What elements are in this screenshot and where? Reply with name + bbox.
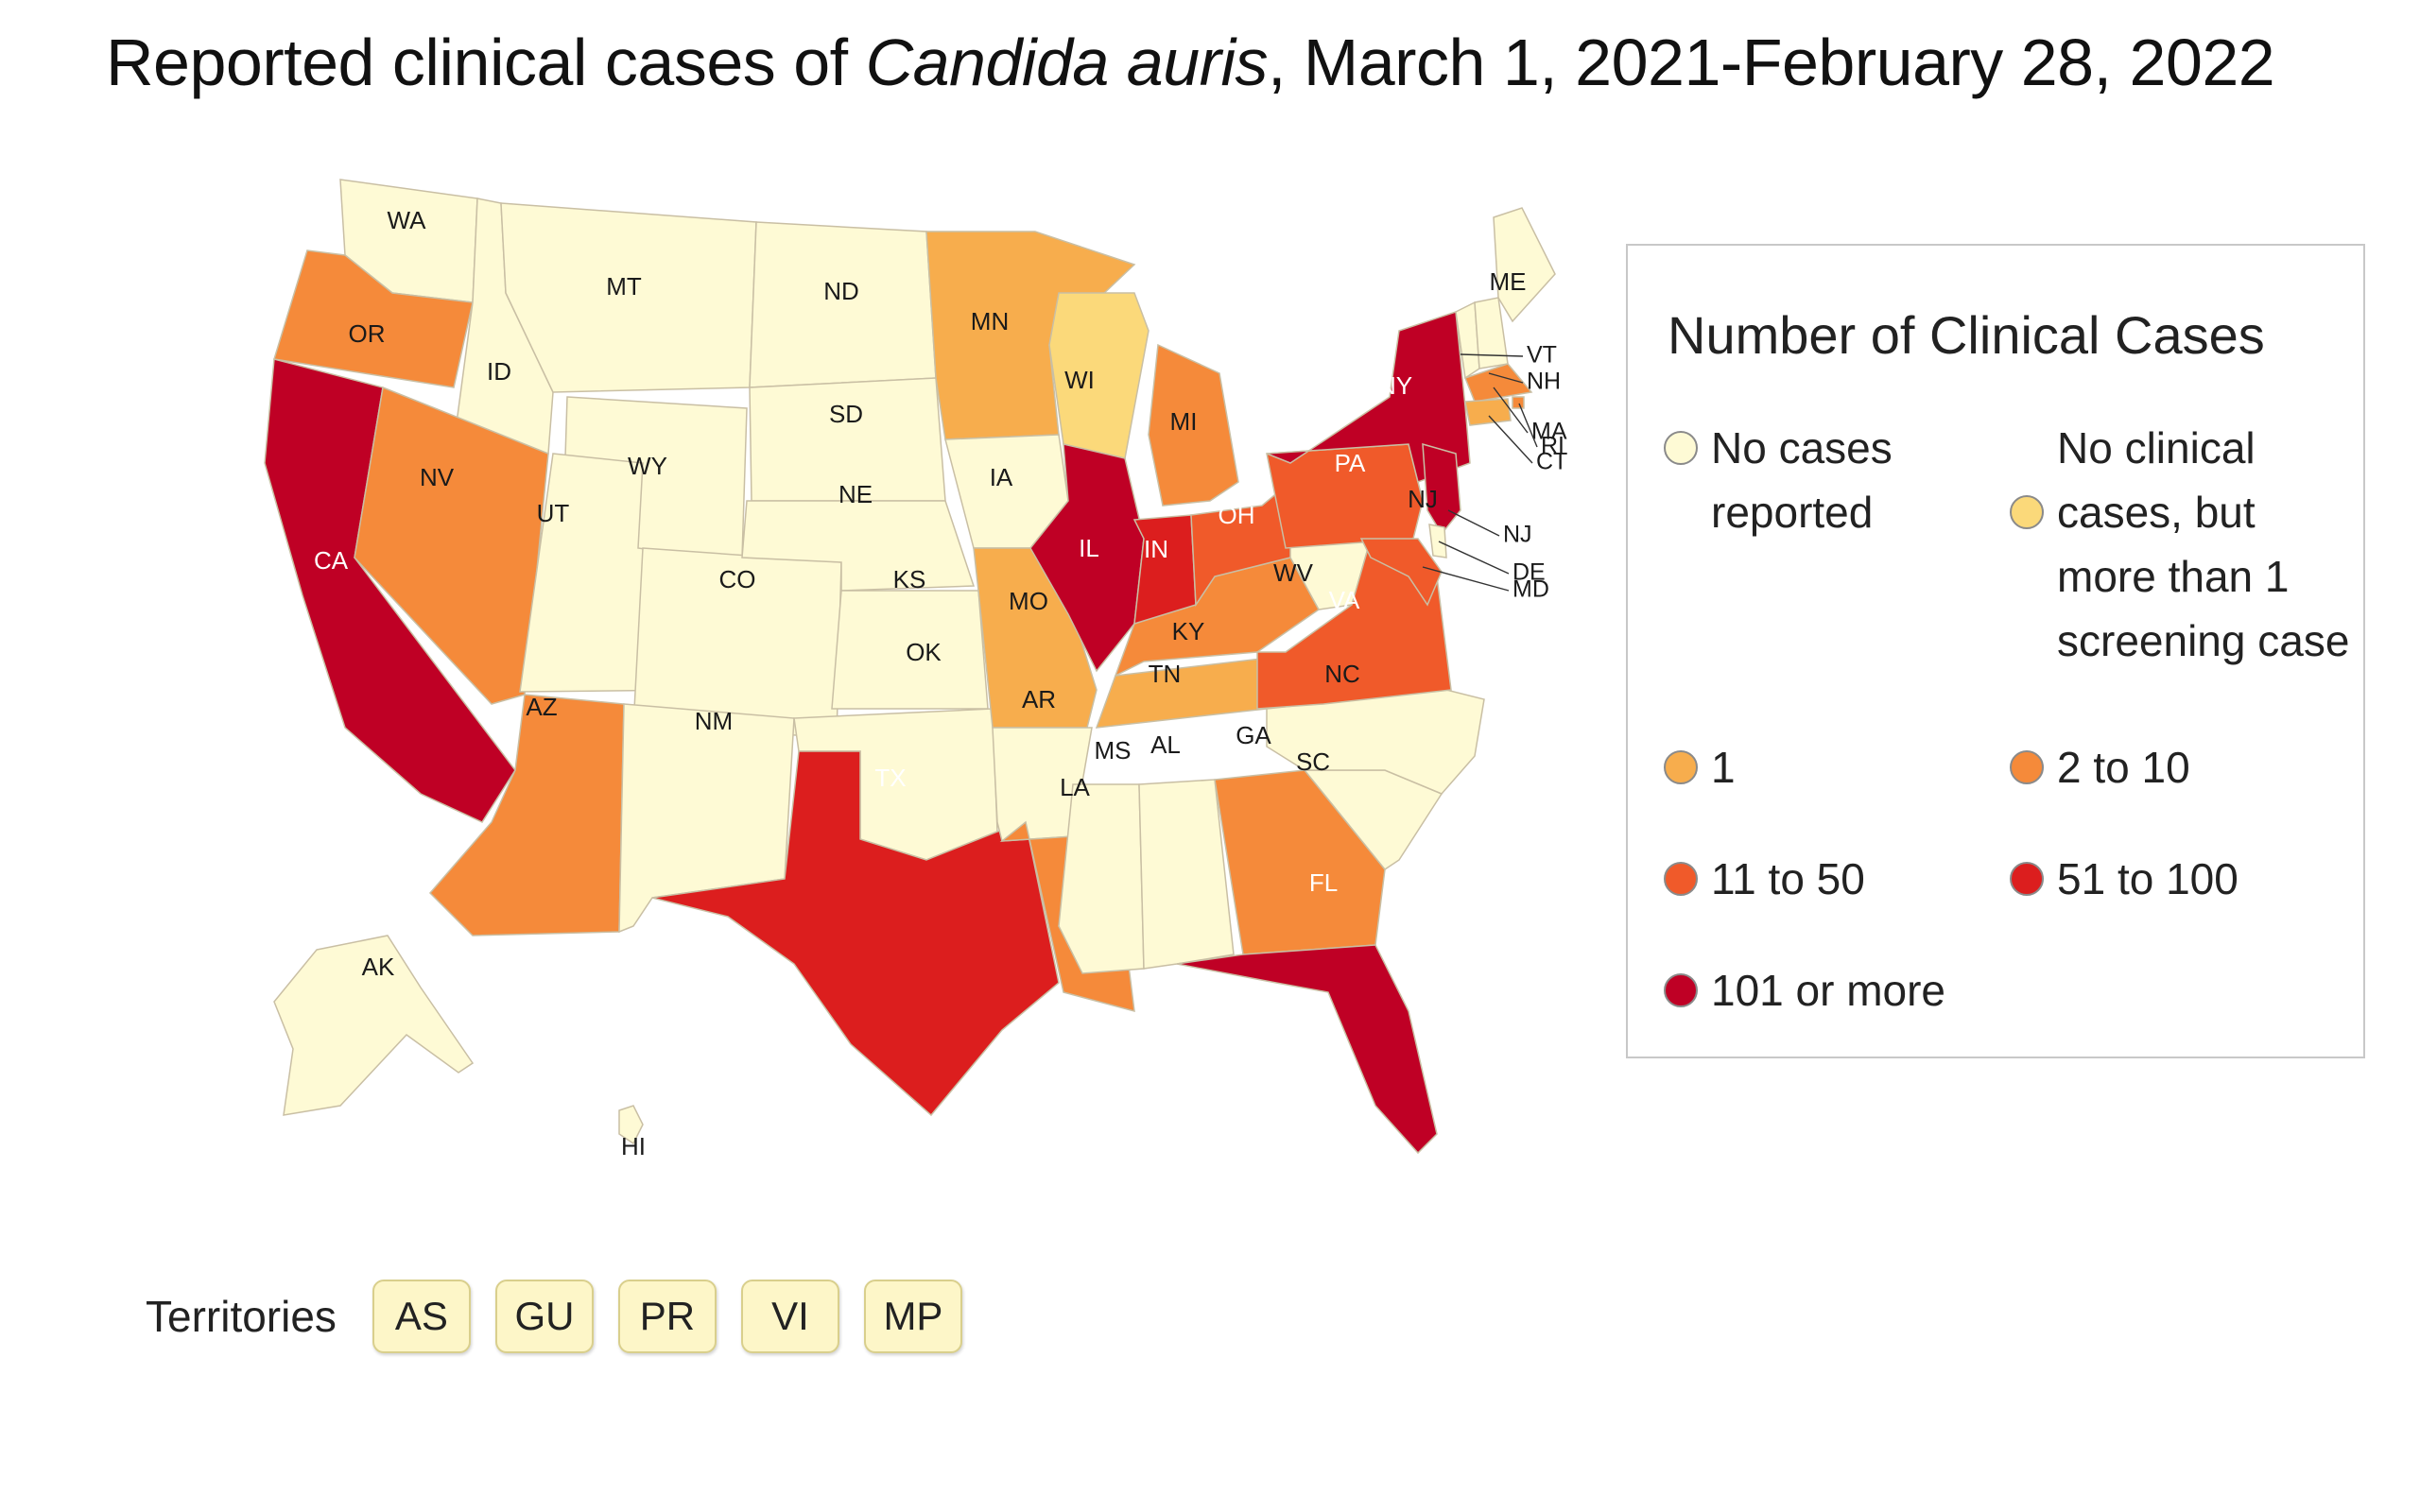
state-fl[interactable] (1176, 944, 1438, 1155)
state-label-ri: RI (1541, 433, 1564, 459)
state-de[interactable] (1428, 524, 1447, 558)
title-suffix: , March 1, 2021-February 28, 2022 (1268, 26, 2275, 99)
legend-item-11-50: 11 to 50 (1664, 847, 1865, 911)
legend-label-none: No cases reported (1711, 423, 1893, 537)
territories-label: Territories (146, 1292, 337, 1341)
state-ct[interactable] (1464, 398, 1512, 426)
state-md[interactable] (1359, 538, 1443, 607)
state-mn[interactable] (925, 231, 1136, 440)
state-ma[interactable] (1464, 363, 1533, 403)
state-tx[interactable] (651, 750, 1060, 1117)
territory-button-gu[interactable]: GU (494, 1280, 594, 1353)
state-label-al: AL (1150, 730, 1181, 759)
state-hi[interactable] (618, 1105, 644, 1145)
state-ak[interactable] (273, 935, 475, 1116)
legend-item-51-100: 51 to 100 (2010, 847, 2238, 911)
state-label-ma: MA (1531, 419, 1567, 445)
legend-swatch-2-10 (2010, 750, 2044, 784)
legend-label-screening: No clinical cases, but more than 1 scree… (2057, 423, 2350, 665)
legend-item-1: 1 (1664, 735, 1736, 799)
legend-swatch-51-100 (2010, 862, 2044, 896)
state-me[interactable] (1493, 207, 1556, 323)
state-label-vt: VT (1527, 342, 1557, 369)
territory-button-as[interactable]: AS (372, 1280, 471, 1353)
leader-line-nh (1488, 372, 1524, 384)
state-label-nj: NJ (1503, 522, 1532, 548)
state-label-nh: NH (1527, 369, 1561, 395)
legend-item-101: 101 or more (1664, 958, 1945, 1022)
leader-line-ma (1493, 387, 1529, 434)
legend-swatch-screening (2010, 495, 2044, 529)
state-label-de: DE (1512, 559, 1546, 586)
state-label-md: MD (1512, 576, 1549, 603)
state-sd[interactable] (749, 377, 946, 502)
legend-item-screening: No clinical cases, but more than 1 scree… (2010, 416, 2350, 673)
leader-line-ct (1488, 415, 1533, 464)
title-italic: Candida auris (865, 26, 1269, 99)
legend-label-11-50: 11 to 50 (1711, 854, 1865, 903)
legend-item-none: No cases reported (1664, 416, 1947, 544)
title-prefix: Reported clinical cases of (106, 26, 866, 99)
leader-line-vt (1460, 353, 1524, 357)
legend-swatch-none (1664, 431, 1698, 465)
state-ga[interactable] (1214, 769, 1386, 955)
state-ms[interactable] (1058, 783, 1145, 974)
state-nj[interactable] (1422, 442, 1461, 536)
legend-swatch-101 (1664, 973, 1698, 1007)
state-va[interactable] (1256, 537, 1452, 710)
legend-title: Number of Clinical Cases (1668, 305, 2265, 365)
legend-label-2-10: 2 to 10 (2057, 743, 2190, 792)
territory-button-vi[interactable]: VI (740, 1280, 839, 1353)
state-ri[interactable] (1512, 396, 1525, 409)
leader-line-de (1438, 541, 1510, 575)
state-mt[interactable] (500, 202, 757, 393)
state-nc[interactable] (1266, 689, 1485, 795)
state-ny[interactable] (1266, 310, 1471, 483)
territory-button-pr[interactable]: PR (617, 1280, 717, 1353)
state-label-ct: CT (1536, 449, 1567, 475)
legend-item-2-10: 2 to 10 (2010, 735, 2190, 799)
legend-swatch-1 (1664, 750, 1698, 784)
legend-swatch-11-50 (1664, 862, 1698, 896)
state-il[interactable] (1029, 443, 1145, 673)
state-nv[interactable] (354, 386, 549, 705)
legend-label-1: 1 (1711, 743, 1736, 792)
leader-line-ri (1518, 403, 1538, 448)
territory-button-mp[interactable]: MP (863, 1280, 962, 1353)
state-mi[interactable] (1148, 343, 1239, 507)
legend-label-101: 101 or more (1711, 966, 1946, 1015)
state-nh[interactable] (1474, 297, 1509, 369)
state-wi[interactable] (1048, 292, 1150, 459)
leader-line-md (1422, 566, 1510, 592)
state-label-ms: MS (1095, 736, 1132, 765)
us-map: WA OR CA ID NV MT WY UT CO AZ NM ND SD NE KS OK TX MN IA MO… (189, 161, 1607, 1200)
leader-line-nj (1447, 509, 1500, 537)
state-nd[interactable] (749, 221, 937, 388)
page-title: Reported clinical cases of Candida auris… (106, 25, 2275, 101)
state-ks[interactable] (831, 590, 989, 710)
legend: Number of Clinical Cases No cases report… (1626, 244, 2365, 1058)
legend-label-51-100: 51 to 100 (2057, 854, 2238, 903)
territories-bar: Territories AS GU PR VI MP (146, 1280, 987, 1353)
